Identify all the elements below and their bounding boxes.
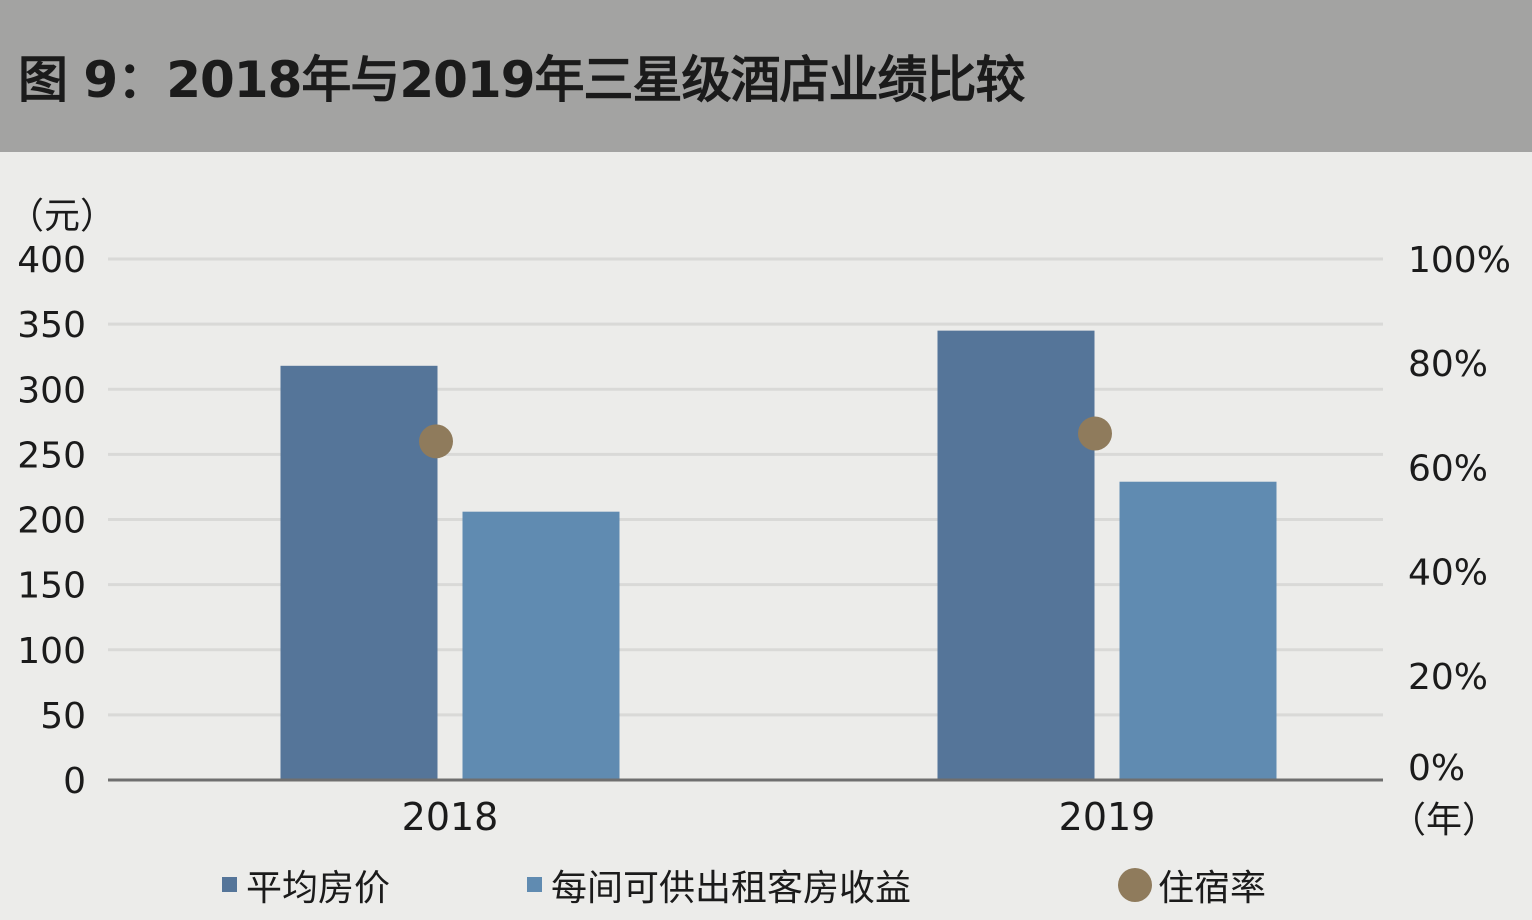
legend-label: 每间可供出租客房收益 — [551, 868, 911, 909]
y2-tick-label: 40% — [1408, 553, 1488, 594]
y-tick-label: 0 — [63, 761, 86, 802]
legend-marker — [1118, 868, 1152, 902]
y-tick-label: 50 — [40, 696, 86, 737]
bar — [937, 330, 1095, 780]
bar — [462, 511, 620, 780]
x-axis-unit: （年） — [1390, 800, 1498, 841]
y-tick-label: 300 — [17, 370, 86, 411]
y-tick-label: 400 — [17, 240, 86, 281]
header-banner: 图 9：2018年与2019年三星级酒店业绩比较 — [0, 0, 1532, 152]
data-point — [419, 424, 453, 459]
legend-label: 住宿率 — [1158, 868, 1266, 909]
bar-chart: 0 50 100 150 200 250 300 350 400 0% 20% 40% 60% 80% 10… — [8, 196, 1511, 909]
y-tick-label: 250 — [17, 435, 86, 476]
bar — [280, 365, 438, 780]
y2-tick-label: 60% — [1408, 448, 1488, 489]
y2-tick-label: 100% — [1408, 240, 1511, 281]
legend-label: 平均房价 — [246, 868, 390, 909]
data-point — [1078, 416, 1112, 451]
legend-marker — [527, 877, 542, 892]
chart-area: 0 50 100 150 200 250 300 350 400 0% 20% 40% 60% 80% 10… — [0, 152, 1532, 916]
y-axis-unit: （元） — [8, 196, 116, 237]
y-tick-label: 150 — [17, 566, 86, 607]
y-tick-label: 100 — [17, 631, 86, 672]
bar — [1119, 481, 1277, 780]
x-tick-label: 2018 — [402, 795, 499, 839]
y-tick-label: 200 — [17, 501, 86, 542]
legend-marker — [222, 877, 237, 892]
y2-tick-label: 80% — [1408, 344, 1488, 385]
x-tick-label: 2019 — [1059, 795, 1156, 839]
y2-tick-label: 20% — [1408, 657, 1488, 698]
y-tick-label: 350 — [17, 305, 86, 346]
chart-title: 图 9：2018年与2019年三星级酒店业绩比较 — [18, 51, 1026, 109]
y2-tick-label: 0% — [1408, 748, 1465, 789]
